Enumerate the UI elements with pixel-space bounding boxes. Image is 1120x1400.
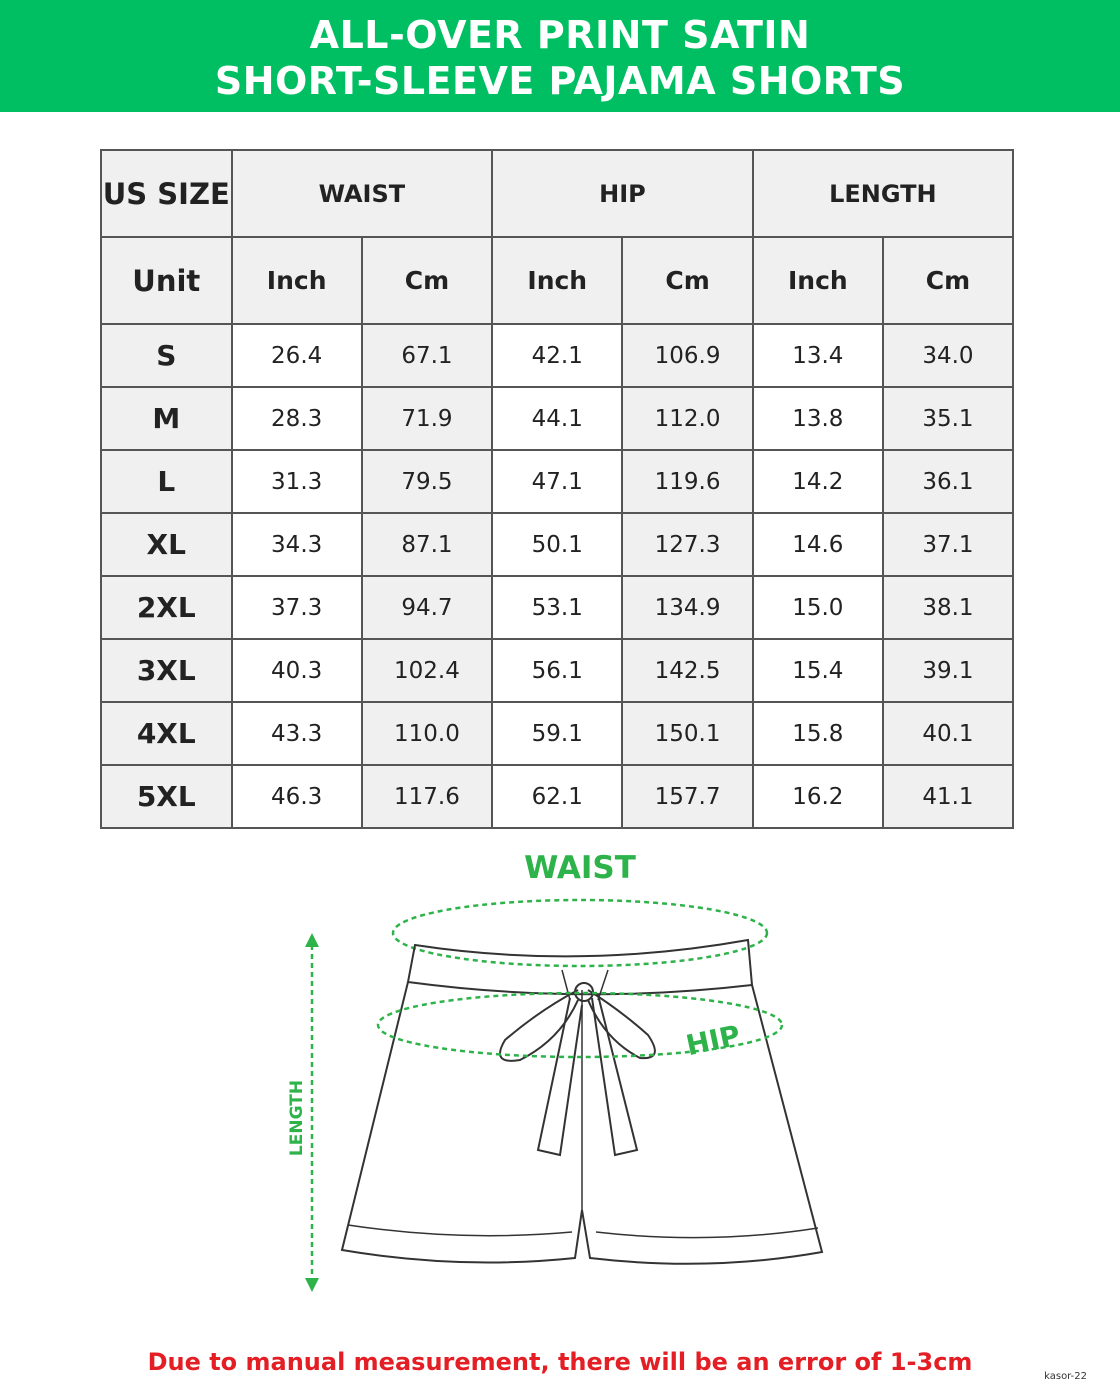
header-row: US SIZE WAIST HIP LENGTH (100, 149, 1015, 238)
measurement-cell: 15.4 (751, 638, 884, 703)
measurement-cell: 150.1 (621, 701, 754, 766)
us-size-header: US SIZE (100, 149, 233, 238)
measurement-cell: 46.3 (230, 764, 363, 829)
unit-cell: Inch (230, 236, 363, 325)
size-row: S 26.4 67.1 42.1 106.9 13.4 34.0 (100, 323, 1015, 388)
measurement-cell: 14.2 (751, 449, 884, 514)
measurement-cell: 14.6 (751, 512, 884, 577)
measurement-cell: 13.4 (751, 323, 884, 388)
hip-header: HIP (491, 149, 754, 238)
measurement-cell: 40.3 (230, 638, 363, 703)
size-label: S (100, 323, 233, 388)
shorts-outline-icon (340, 938, 824, 1265)
unit-cell: Cm (881, 236, 1015, 325)
size-row: 3XL 40.3 102.4 56.1 142.5 15.4 39.1 (100, 638, 1015, 703)
size-row: 4XL 43.3 110.0 59.1 150.1 15.8 40.1 (100, 701, 1015, 766)
measurement-cell: 35.1 (881, 386, 1015, 451)
measurement-cell: 26.4 (230, 323, 363, 388)
size-row: L 31.3 79.5 47.1 119.6 14.2 36.1 (100, 449, 1015, 514)
measurement-note: Due to manual measurement, there will be… (147, 1348, 973, 1376)
unit-cell: Cm (621, 236, 754, 325)
size-label: 3XL (100, 638, 233, 703)
measurement-cell: 13.8 (751, 386, 884, 451)
measurement-cell: 56.1 (491, 638, 624, 703)
measurement-cell: 42.1 (491, 323, 624, 388)
unit-cell: Inch (751, 236, 884, 325)
credit-text: kasor-22 (1044, 1371, 1087, 1382)
size-row: 5XL 46.3 117.6 62.1 157.7 16.2 41.1 (100, 764, 1015, 829)
unit-cell: Inch (491, 236, 624, 325)
measurement-cell: 106.9 (621, 323, 754, 388)
measurement-cell: 34.0 (881, 323, 1015, 388)
length-header: LENGTH (751, 149, 1015, 238)
size-label: 2XL (100, 575, 233, 640)
measurement-cell: 53.1 (491, 575, 624, 640)
length-label: LENGTH (287, 1080, 307, 1156)
measurement-cell: 47.1 (491, 449, 624, 514)
measurement-cell: 31.3 (230, 449, 363, 514)
measurement-cell: 119.6 (621, 449, 754, 514)
measurement-cell: 37.1 (881, 512, 1015, 577)
measurement-cell: 62.1 (491, 764, 624, 829)
hip-label: HIP (683, 1019, 743, 1063)
size-row: 2XL 37.3 94.7 53.1 134.9 15.0 38.1 (100, 575, 1015, 640)
measurement-cell: 112.0 (621, 386, 754, 451)
title-line-2: SHORT-SLEEVE PAJAMA SHORTS (214, 59, 906, 103)
measurement-cell: 38.1 (881, 575, 1015, 640)
measurement-cell: 110.0 (360, 701, 494, 766)
measurement-cell: 127.3 (621, 512, 754, 577)
waist-measure-line (391, 898, 769, 968)
size-label: 5XL (100, 764, 233, 829)
measurement-cell: 16.2 (751, 764, 884, 829)
measurement-cell: 71.9 (360, 386, 494, 451)
unit-header: Unit (100, 236, 233, 325)
waist-header: WAIST (230, 149, 494, 238)
measurement-cell: 36.1 (881, 449, 1015, 514)
size-chart-table: US SIZE WAIST HIP LENGTH Unit Inch Cm In… (100, 149, 1015, 829)
size-row: XL 34.3 87.1 50.1 127.3 14.6 37.1 (100, 512, 1015, 577)
size-label: 4XL (100, 701, 233, 766)
measurement-cell: 39.1 (881, 638, 1015, 703)
measurement-cell: 67.1 (360, 323, 494, 388)
measurement-cell: 34.3 (230, 512, 363, 577)
measurement-cell: 79.5 (360, 449, 494, 514)
measurement-cell: 41.1 (881, 764, 1015, 829)
length-arrow-icon (305, 933, 319, 1292)
title-line-1: ALL-OVER PRINT SATIN (309, 13, 811, 57)
measurement-cell: 157.7 (621, 764, 754, 829)
measurement-cell: 142.5 (621, 638, 754, 703)
measurement-cell: 134.9 (621, 575, 754, 640)
measurement-cell: 87.1 (360, 512, 494, 577)
size-label: L (100, 449, 233, 514)
measurement-cell: 50.1 (491, 512, 624, 577)
measurement-cell: 44.1 (491, 386, 624, 451)
measurement-cell: 102.4 (360, 638, 494, 703)
size-row: M 28.3 71.9 44.1 112.0 13.8 35.1 (100, 386, 1015, 451)
measurement-cell: 59.1 (491, 701, 624, 766)
shorts-diagram: WAIST HIP LENGTH (287, 850, 824, 1292)
size-label: M (100, 386, 233, 451)
measurement-cell: 117.6 (360, 764, 494, 829)
measurement-cell: 43.3 (230, 701, 363, 766)
measurement-cell: 28.3 (230, 386, 363, 451)
unit-row: Unit Inch Cm Inch Cm Inch Cm (100, 236, 1015, 325)
measurement-cell: 40.1 (881, 701, 1015, 766)
unit-cell: Cm (360, 236, 494, 325)
measurement-cell: 15.0 (751, 575, 884, 640)
waist-label: WAIST (524, 850, 636, 886)
measurement-cell: 94.7 (360, 575, 494, 640)
measurement-cell: 15.8 (751, 701, 884, 766)
measurement-cell: 37.3 (230, 575, 363, 640)
title-banner: ALL-OVER PRINT SATIN SHORT-SLEEVE PAJAMA… (0, 0, 1120, 112)
size-label: XL (100, 512, 233, 577)
hip-measure-line (376, 991, 784, 1059)
